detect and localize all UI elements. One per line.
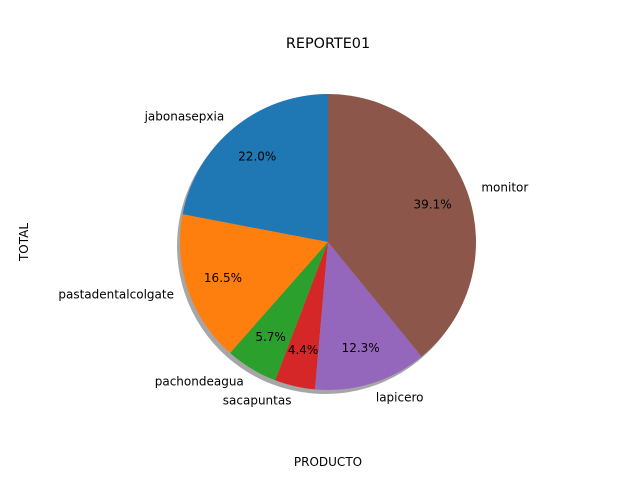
slice-label-sacapuntas: sacapuntas: [223, 394, 292, 408]
slice-percent-sacapuntas: 4.4%: [288, 343, 319, 357]
slice-percent-pachondeagua: 5.7%: [255, 330, 286, 344]
slice-label-pachondeagua: pachondeagua: [155, 374, 244, 388]
slice-percent-lapicero: 12.3%: [342, 341, 380, 355]
pie-labels: jabonasepxia 22.0% pastadentalcolgate 16.5%…: [58, 110, 528, 408]
slice-label-monitor: monitor: [481, 180, 528, 194]
slice-sacapuntas: [275, 242, 328, 390]
y-axis-label: TOTAL: [17, 223, 31, 262]
slice-monitor: [328, 94, 477, 357]
slice-label-jabonasepxia: jabonasepxia: [144, 110, 225, 124]
slice-percent-pastadentalcolgate: 16.5%: [204, 271, 242, 285]
pie-slices: [180, 94, 477, 390]
slice-lapicero: [314, 242, 422, 390]
slice-percent-jabonasepxia: 22.0%: [238, 149, 276, 163]
chart-title: REPORTE01: [286, 36, 370, 52]
slice-jabonasepxia: [182, 94, 328, 242]
x-axis-label: PRODUCTO: [294, 455, 362, 469]
slice-pachondeagua: [230, 242, 328, 381]
slice-pastadentalcolgate: [180, 214, 328, 354]
slice-label-lapicero: lapicero: [376, 391, 424, 405]
slice-percent-monitor: 39.1%: [413, 198, 451, 212]
slice-label-pastadentalcolgate: pastadentalcolgate: [58, 288, 174, 302]
